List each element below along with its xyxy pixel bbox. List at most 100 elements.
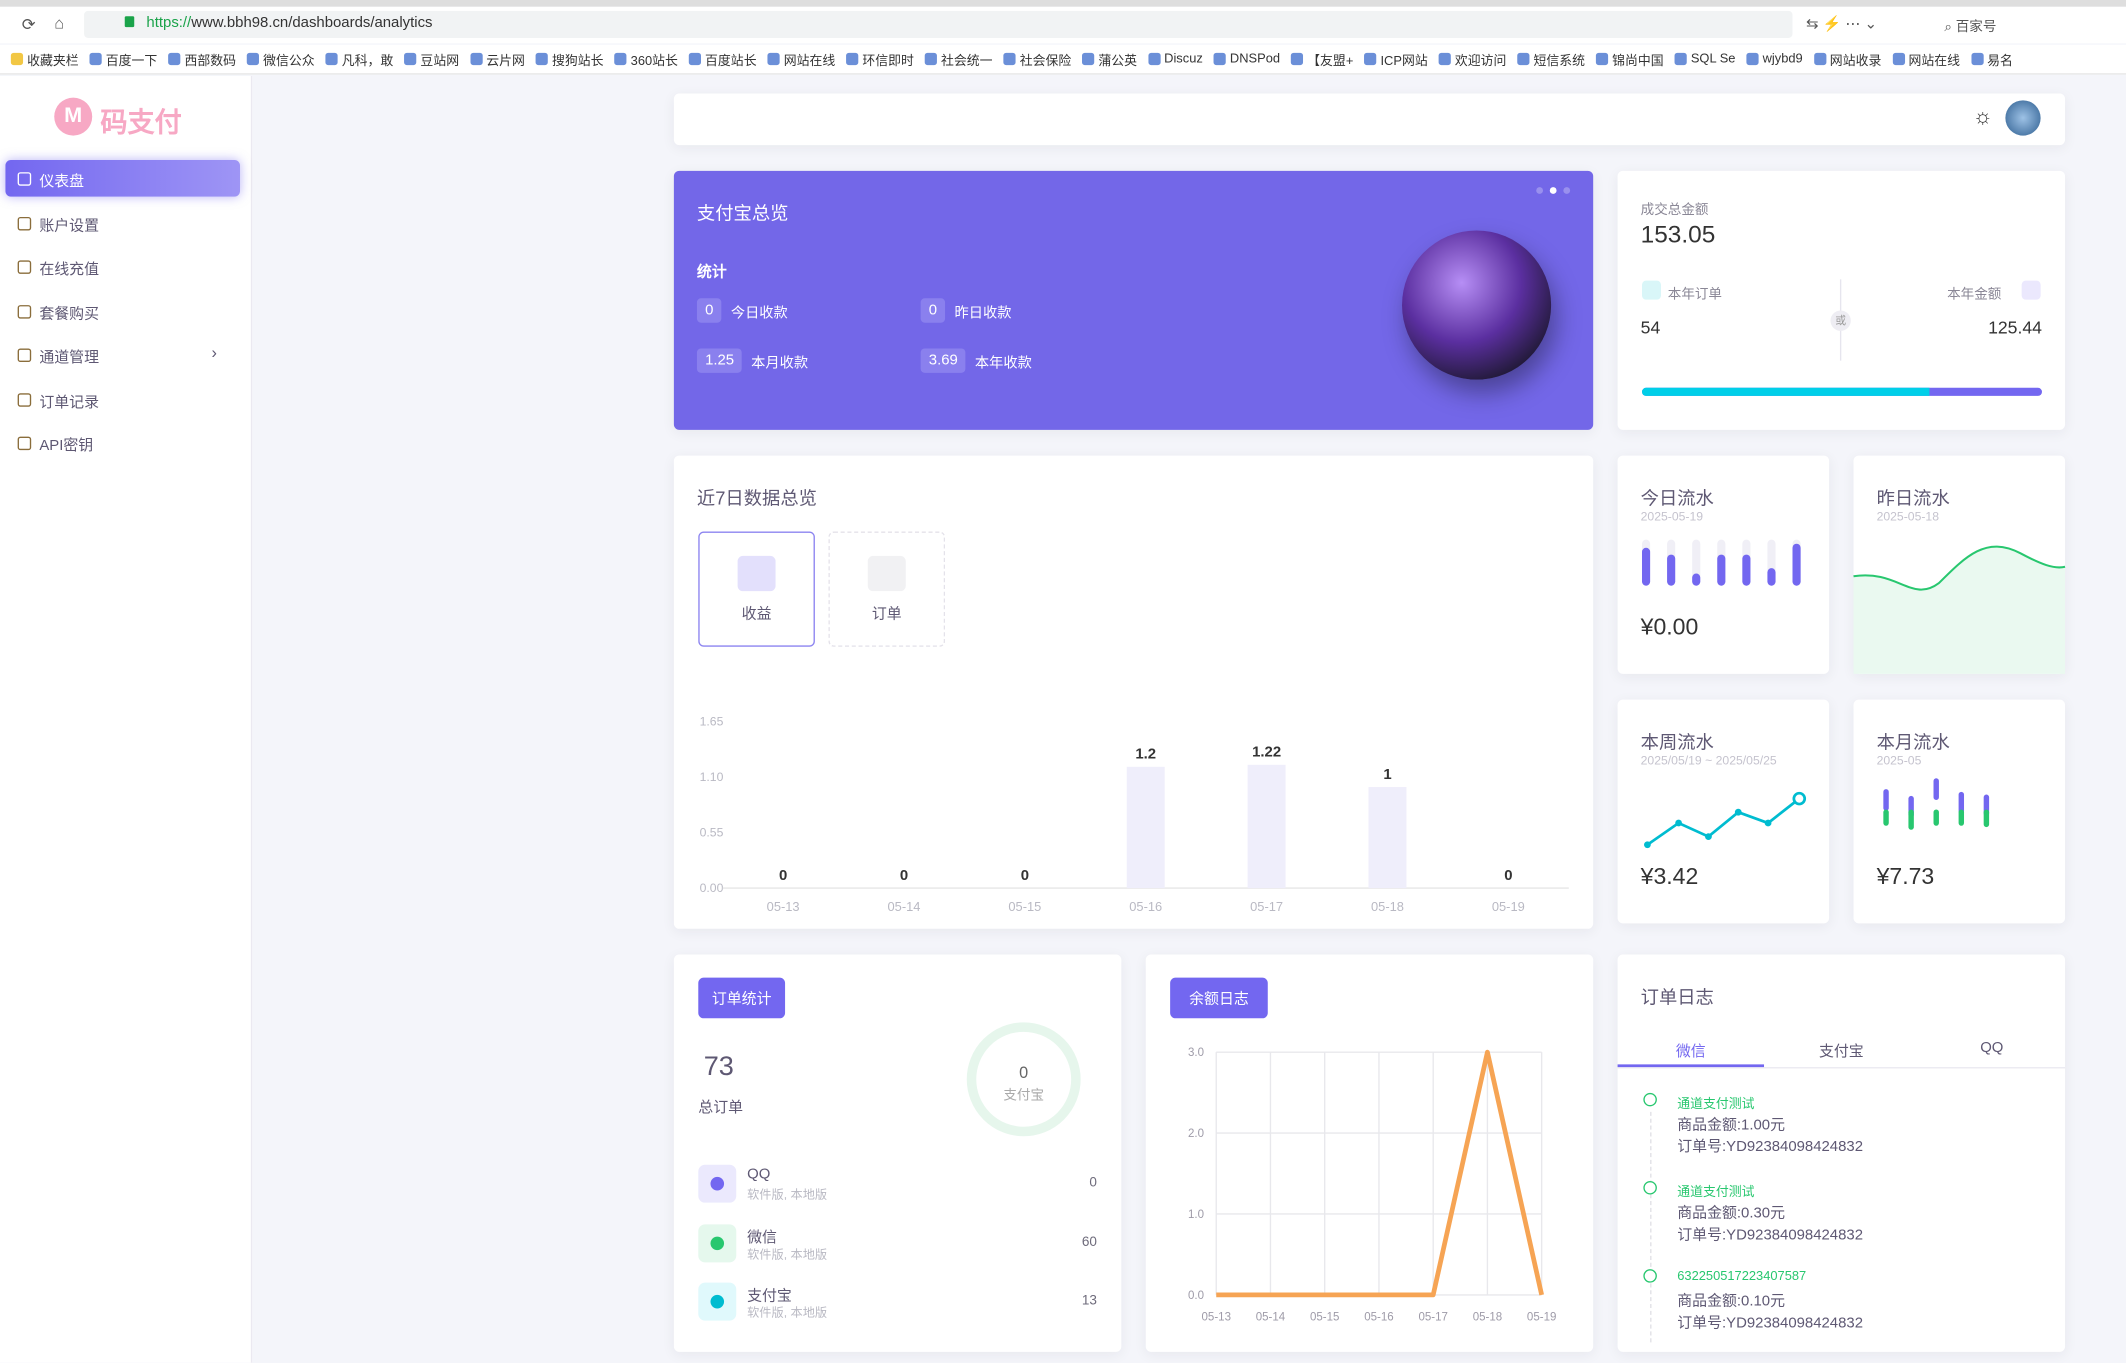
menu-icon: [17, 392, 32, 407]
log-tab[interactable]: QQ: [1980, 1039, 2004, 1057]
bookmark[interactable]: wjybd9: [1746, 52, 1803, 66]
bookmark[interactable]: 百度一下: [89, 49, 157, 68]
bookmark[interactable]: 微信公众: [246, 49, 315, 68]
bookmark[interactable]: SQL Se: [1674, 52, 1735, 66]
bookmark[interactable]: DNSPod: [1213, 52, 1280, 66]
balance-log-button[interactable]: 余额日志: [1170, 977, 1268, 1019]
tab-label: 收益: [741, 606, 772, 623]
spark-bar: [1767, 568, 1776, 586]
menu-item[interactable]: 仪表盘: [5, 159, 240, 197]
bookmark[interactable]: 豆站网: [404, 49, 459, 68]
menu-item[interactable]: 在线充值: [5, 248, 240, 285]
bookmark[interactable]: 【友盟+: [1290, 49, 1353, 68]
menu-item[interactable]: API密钥: [5, 424, 240, 461]
bookmark[interactable]: 搜狗站长: [535, 49, 604, 68]
search-box[interactable]: ⌕ 百家号: [1944, 20, 1997, 36]
bookmark-icon: [1813, 52, 1826, 66]
bookmark[interactable]: 收藏夹栏: [10, 49, 79, 68]
year-orders-label: 本年订单: [1667, 287, 1722, 303]
value-label: 0: [1021, 868, 1029, 884]
summary-title: 成交总金额: [1640, 203, 1709, 219]
menu-item[interactable]: 通道管理 ›: [5, 336, 240, 373]
bookmark[interactable]: 网站在线: [1892, 49, 1960, 68]
bookmark[interactable]: 易名: [1970, 49, 2013, 68]
menu-label: API密钥: [39, 437, 94, 455]
log-tab[interactable]: 支付宝: [1818, 1044, 1864, 1061]
bookmark[interactable]: 西部数码: [168, 49, 236, 68]
avatar[interactable]: [2005, 100, 2041, 136]
bookmark-icon: [89, 52, 102, 66]
log-tab[interactable]: 微信: [1675, 1044, 1706, 1061]
bookmark-icon: [1746, 52, 1759, 66]
bookmark[interactable]: ICP网站: [1364, 49, 1428, 68]
url-field[interactable]: https://www.bbh98.cn/dashboards/analytic…: [84, 10, 1793, 38]
spark-bar: [1667, 554, 1676, 586]
tab-income[interactable]: 收益: [698, 531, 815, 647]
x-tick-label: 05-19: [1492, 899, 1525, 914]
bookmark[interactable]: 云片网: [469, 49, 525, 68]
y-tick-label: 3.0: [1188, 1047, 1204, 1059]
bookmark-label: 百度站长: [705, 53, 757, 69]
flow-title: 本月流水: [1876, 732, 1950, 753]
bookmark-icon: [246, 52, 260, 66]
toolbar-icons[interactable]: ⇆ ⚡ ⋯ ⌄: [1806, 16, 1877, 33]
x-tick-label: 05-15: [1008, 899, 1041, 914]
tab-indicator: [1617, 1064, 1765, 1068]
order-log-card: 订单日志 微信 支付宝 QQ 通道支付测试 商品金额:1.00元 订单号:YD92384…: [1617, 954, 2066, 1352]
value-label: 1: [1383, 767, 1391, 783]
x-tick-label: 05-17: [1250, 899, 1283, 914]
bookmark[interactable]: 短信系统: [1517, 49, 1585, 68]
spark-area: [1853, 546, 2066, 674]
bar: [1126, 766, 1165, 889]
bookmark[interactable]: 蒲公英: [1082, 49, 1137, 68]
bookmark-label: 短信系统: [1533, 53, 1586, 69]
reload-button[interactable]: ⟳: [21, 14, 36, 34]
bookmark[interactable]: 凡科，敢: [325, 49, 393, 68]
tab-orders[interactable]: 订单: [828, 531, 946, 647]
menu-item[interactable]: 套餐购买: [5, 292, 240, 329]
bookmark[interactable]: 欢迎访问: [1438, 49, 1506, 68]
menu-label: 套餐购买: [39, 305, 99, 323]
bookmark-icon: [1364, 52, 1377, 66]
channel-name: 微信: [747, 1229, 777, 1246]
bookmark[interactable]: 环信即时: [846, 49, 914, 68]
value-label: 1.2: [1135, 747, 1156, 763]
bookmark[interactable]: 社会统一: [924, 49, 993, 68]
spark-down: [1933, 809, 1939, 826]
bookmark-icon: [846, 52, 859, 66]
year-orders: 54: [1640, 317, 1661, 338]
bookmarks-bar: 收藏夹栏 百度一下 西部数码 微信公众 凡科，敢 豆站网 云片网 搜狗站长 360站长 百度站长 网…: [0, 44, 2126, 75]
url-scheme: https://: [146, 14, 192, 32]
stat-value: 1.25: [696, 348, 743, 373]
bookmark[interactable]: 360站长: [614, 49, 678, 68]
menu-item[interactable]: 订单记录: [5, 380, 240, 417]
menu-icon: [17, 216, 32, 230]
donut: [966, 1022, 1081, 1137]
x-tick-label: 05-17: [1418, 1312, 1447, 1324]
order-stats-card: 订单统计 73 总订单 0 支付宝 QQ 软件版, 本地版 0 微信 软件版, 本地版 6…: [673, 954, 1122, 1352]
order-log-title: 订单日志: [1640, 987, 1714, 1008]
bookmark[interactable]: 网站收录: [1813, 49, 1881, 68]
address-bar: ⟳ ⌂ https://www.bbh98.cn/dashboards/anal…: [0, 6, 2126, 44]
stat-label: 今日收款: [730, 305, 788, 322]
bookmark[interactable]: Discuz: [1147, 52, 1203, 66]
sidebar: M 码支付 仪表盘 账户设置 在线充值 套餐购买 通道管理 › 订单记录 API密钥: [0, 75, 253, 1363]
home-button[interactable]: ⌂: [54, 13, 65, 33]
channel-icon: [698, 1282, 737, 1321]
spark-down: [1908, 809, 1914, 830]
carousel-dots[interactable]: [1536, 187, 1577, 195]
x-tick-label: 05-16: [1129, 899, 1162, 914]
menu-item[interactable]: 账户设置: [5, 204, 240, 241]
order-stats-button[interactable]: 订单统计: [698, 977, 786, 1019]
bookmark[interactable]: 网站在线: [767, 49, 835, 68]
flow-amount: ¥0.00: [1640, 614, 1699, 640]
bookmark[interactable]: 锦尚中国: [1595, 49, 1664, 69]
bookmark-label: 锦尚中国: [1612, 53, 1664, 69]
menu-icon: [17, 304, 32, 318]
bookmark[interactable]: 百度站长: [688, 49, 757, 69]
bookmark-icon: [325, 52, 338, 66]
bookmark-label: 蒲公英: [1098, 53, 1138, 69]
theme-toggle[interactable]: ☼: [1972, 105, 1993, 129]
entry-order-no: 订单号:YD92384098424832: [1677, 1227, 1863, 1244]
bookmark[interactable]: 社会保险: [1003, 49, 1071, 68]
